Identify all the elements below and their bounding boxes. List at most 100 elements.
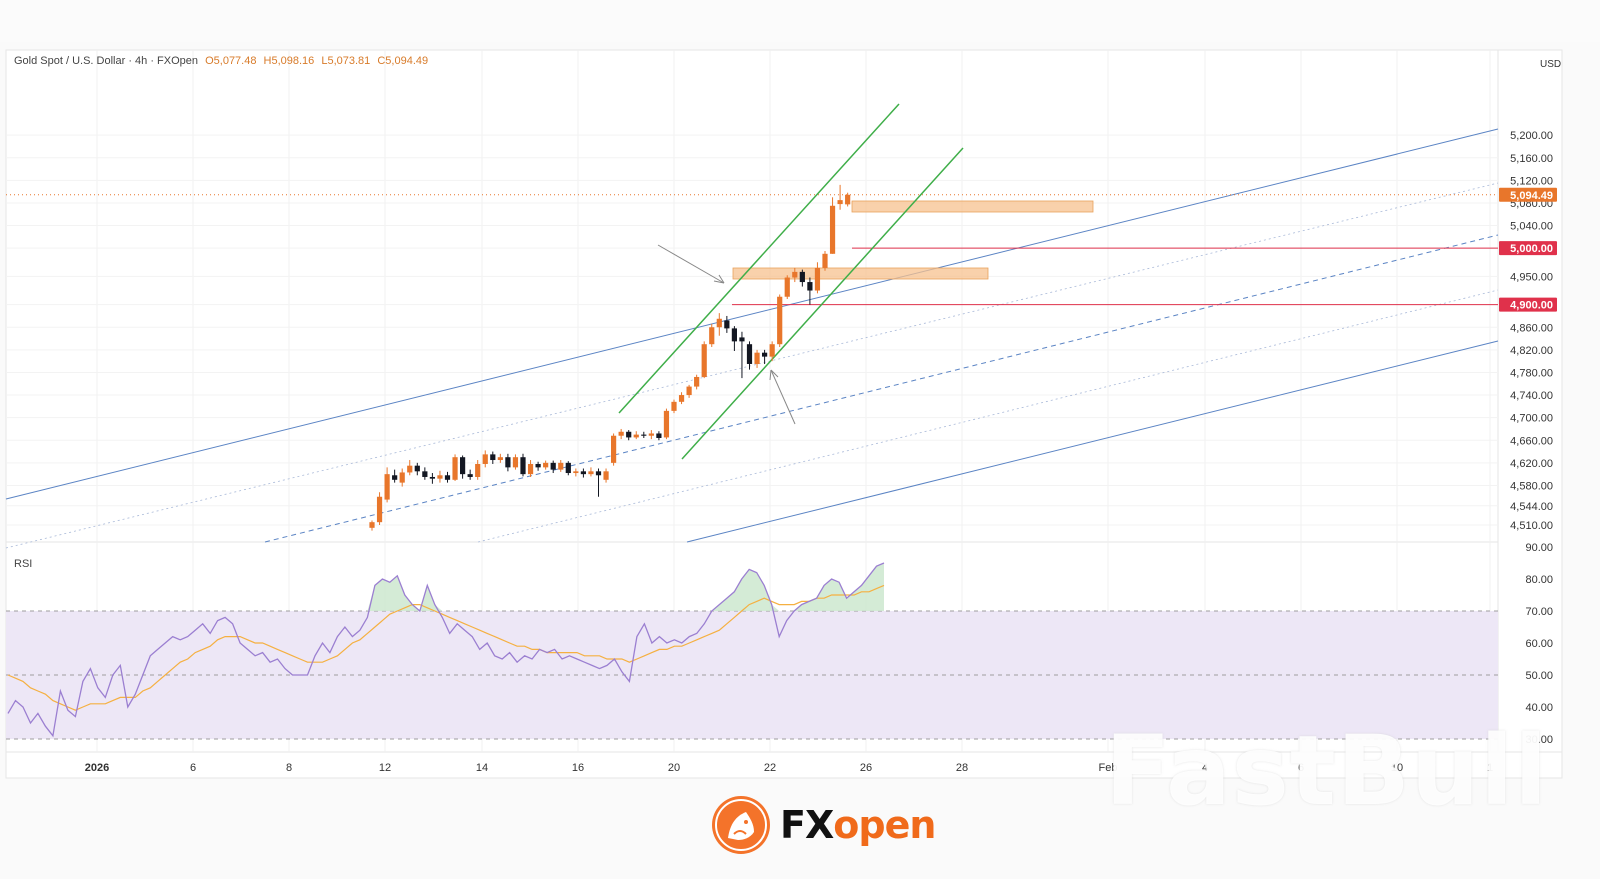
zone-5000 xyxy=(851,200,1094,213)
candle-body xyxy=(762,352,768,357)
level-price-tag xyxy=(1499,241,1557,256)
x-tick-label: 2026 xyxy=(85,762,109,774)
x-tick-label: 1 xyxy=(1487,762,1493,774)
high-value: H5,098.16 xyxy=(263,55,315,67)
candle-body xyxy=(482,454,488,464)
level-price-tag xyxy=(1499,297,1557,312)
y-tick-label: 4,660.00 xyxy=(1510,435,1553,447)
arrow-lower xyxy=(770,369,796,425)
y-tick-label: 4,860.00 xyxy=(1510,322,1553,334)
candle-body xyxy=(724,320,730,329)
candle-body xyxy=(376,496,383,523)
candle-body xyxy=(709,327,715,345)
candle-body xyxy=(467,474,473,477)
x-tick-label: Feb xyxy=(1099,762,1118,774)
y-tick-label: 4,510.00 xyxy=(1510,520,1553,532)
candle-body xyxy=(671,401,677,411)
candle-body xyxy=(626,431,632,438)
candle-body xyxy=(497,457,503,461)
candle-body xyxy=(595,471,602,476)
regression-mid-line xyxy=(264,234,1499,543)
regression-inner-upper-line xyxy=(5,182,1499,549)
rsi-tick-label: 90.00 xyxy=(1525,542,1553,554)
rsi-ma-line xyxy=(7,584,885,711)
candle-body xyxy=(769,344,775,357)
regression-upper-line xyxy=(5,128,1499,500)
candle-body xyxy=(814,267,821,291)
x-tick-label: 20 xyxy=(668,762,680,774)
candle-body xyxy=(444,475,451,480)
x-tick-label: 6 xyxy=(1298,762,1304,774)
rsi-tick-label: 70.00 xyxy=(1525,606,1553,618)
channel-lower-line xyxy=(681,147,964,460)
x-tick-label: 26 xyxy=(860,762,872,774)
candle-body xyxy=(754,352,760,364)
price-pane xyxy=(5,49,1499,543)
candle-body xyxy=(399,472,405,483)
candle-body xyxy=(588,471,594,475)
x-tick-label: 28 xyxy=(956,762,968,774)
last-price-tag xyxy=(1499,187,1557,202)
candle-body xyxy=(739,337,745,342)
candle-body xyxy=(731,328,737,342)
candle-body xyxy=(580,471,586,475)
price-axis xyxy=(1497,49,1563,753)
y-tick-label: 4,620.00 xyxy=(1510,458,1553,470)
rsi-tick-label: 40.00 xyxy=(1525,702,1553,714)
candle-body xyxy=(429,476,435,479)
candle-body xyxy=(648,433,654,436)
y-tick-label: 5,200.00 xyxy=(1510,130,1553,142)
candle-body xyxy=(822,253,828,268)
level-price-label: 5,000.00 xyxy=(1510,243,1553,255)
low-value: L5,073.81 xyxy=(321,55,371,67)
arrow-lower-head xyxy=(769,369,779,381)
x-tick-label: 4 xyxy=(1202,762,1208,774)
candle-body xyxy=(807,282,813,291)
candle-body xyxy=(603,471,609,480)
candle-body xyxy=(407,465,413,473)
candle-body xyxy=(686,386,692,396)
time-axis xyxy=(5,751,1563,779)
y-tick-label: 4,580.00 xyxy=(1510,480,1553,492)
candle-body xyxy=(505,457,511,468)
candle-body xyxy=(784,277,790,297)
rsi-label[interactable]: RSI xyxy=(14,558,33,570)
candle-body xyxy=(512,457,519,468)
candle-body xyxy=(475,463,481,477)
candle-body xyxy=(641,434,647,436)
channel-upper-line xyxy=(618,103,900,414)
symbol-label[interactable]: Gold Spot / U.S. Dollar · 4h · FXOpen xyxy=(14,55,199,67)
candle-body xyxy=(369,522,375,528)
rsi-tick-label: 80.00 xyxy=(1525,574,1553,586)
regression-inner-lower-line xyxy=(477,289,1499,543)
currency-label[interactable]: USD xyxy=(1540,59,1562,70)
candle-body xyxy=(452,457,458,480)
candle-body xyxy=(663,410,670,438)
level-price-label: 4,900.00 xyxy=(1510,300,1553,312)
candle-body xyxy=(543,462,549,468)
candle-body xyxy=(792,271,798,278)
candle-body xyxy=(550,462,556,470)
top-bar xyxy=(0,0,1600,42)
brand-fx: FX xyxy=(780,803,834,847)
y-tick-label: 4,950.00 xyxy=(1510,271,1553,283)
chart-header: Gold Spot / U.S. Dollar · 4h · FXOpen O5… xyxy=(14,55,428,67)
candle-body xyxy=(701,344,707,377)
rsi-tick-label: 60.00 xyxy=(1525,638,1553,650)
x-tick-label: 14 xyxy=(476,762,488,774)
candle-body xyxy=(829,205,836,254)
candle-body xyxy=(678,395,685,402)
open-value: O5,077.48 xyxy=(205,55,257,67)
y-tick-label: 5,160.00 xyxy=(1510,153,1553,165)
arrow-upper-head xyxy=(713,274,725,284)
brand-open: open xyxy=(833,803,936,847)
fxopen-brand: FXopen xyxy=(710,793,936,857)
regression-lower-line xyxy=(686,340,1499,543)
last-price-label: 5,094.49 xyxy=(1510,190,1553,202)
zone-4900 xyxy=(732,267,989,280)
candle-body xyxy=(845,194,851,205)
candle-body xyxy=(633,434,639,438)
y-tick-label: 4,820.00 xyxy=(1510,345,1553,357)
y-tick-label: 5,120.00 xyxy=(1510,175,1553,187)
